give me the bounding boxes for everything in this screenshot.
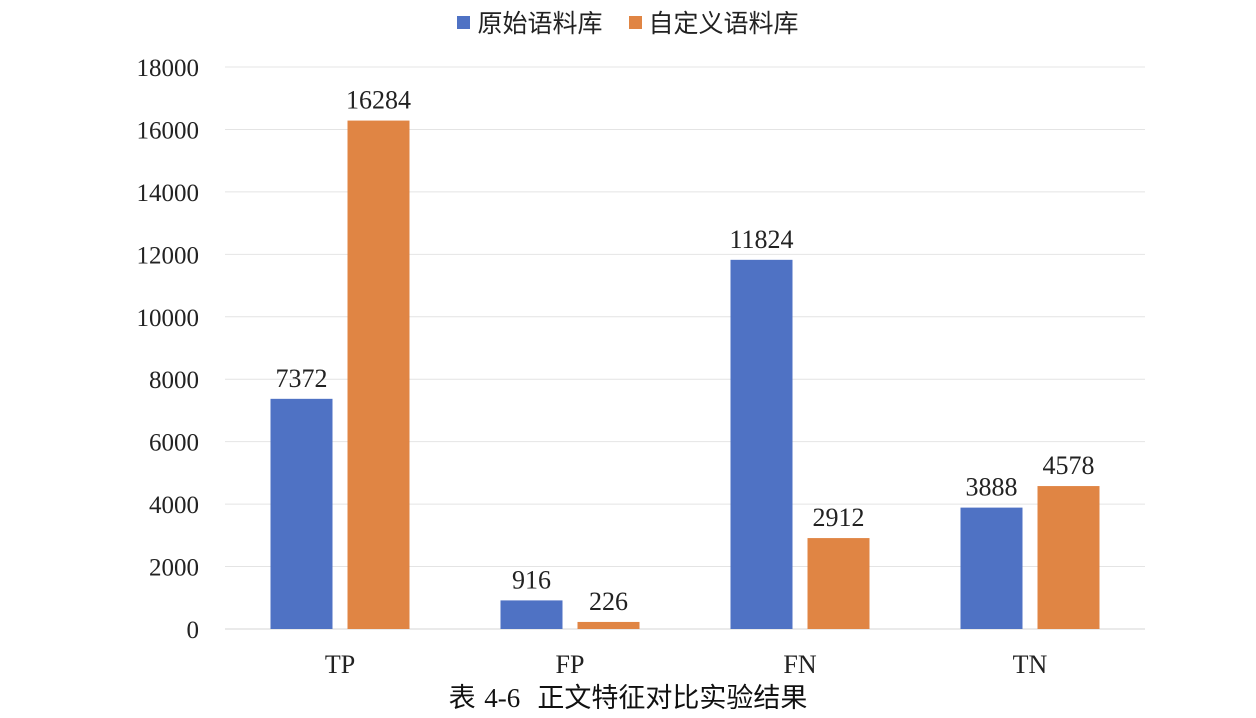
y-tick-label: 8000 (149, 367, 199, 394)
bar-fn-series-1 (730, 259, 793, 629)
legend-swatch-custom (628, 15, 642, 29)
data-label: 7372 (276, 364, 328, 393)
caption-prefix: 表 (448, 683, 476, 714)
bar-fn-series-2 (807, 538, 870, 629)
y-tick-label: 14000 (137, 180, 200, 207)
bar-tp-series-2 (347, 120, 410, 629)
bar-tn-series-1 (960, 507, 1023, 629)
legend-label-custom: 自定义语料库 (648, 9, 799, 38)
legend-swatch-original (457, 15, 471, 29)
bar-tn-series-2 (1037, 486, 1100, 629)
y-tick-label: 10000 (137, 305, 200, 332)
data-label: 226 (589, 587, 628, 616)
y-tick-label: 0 (187, 617, 200, 644)
y-tick-label: 4000 (149, 492, 199, 519)
data-label: 11824 (729, 225, 793, 254)
data-label: 16284 (346, 86, 411, 115)
x-tick-label: FP (556, 650, 585, 679)
legend-item-custom: 自定义语料库 (628, 4, 799, 40)
bar-fp-series-2 (577, 621, 640, 629)
y-tick-label: 2000 (149, 555, 199, 582)
caption-number: 4-6 (484, 683, 521, 713)
y-tick-label: 12000 (137, 242, 200, 269)
y-tick-label: 18000 (137, 55, 200, 82)
bar-tp-series-1 (270, 398, 333, 629)
x-tick-label: FN (783, 650, 816, 679)
legend-item-original: 原始语料库 (457, 4, 603, 40)
data-label: 3888 (966, 473, 1018, 502)
x-tick-label: TN (1013, 650, 1048, 679)
data-label: 2912 (813, 503, 865, 532)
data-label: 916 (512, 565, 551, 594)
y-tick-label: 16000 (137, 117, 200, 144)
x-tick-label: TP (325, 650, 355, 679)
bar-fp-series-1 (500, 600, 563, 629)
caption-title: 正文特征对比实验结果 (537, 683, 808, 714)
chart-legend: 原始语料库 自定义语料库 (0, 4, 1256, 40)
data-label: 4578 (1043, 451, 1095, 480)
legend-label-original: 原始语料库 (477, 9, 603, 38)
y-tick-label: 6000 (149, 430, 199, 457)
figure-caption: 表 4-6 正文特征对比实验结果 (0, 676, 1256, 715)
